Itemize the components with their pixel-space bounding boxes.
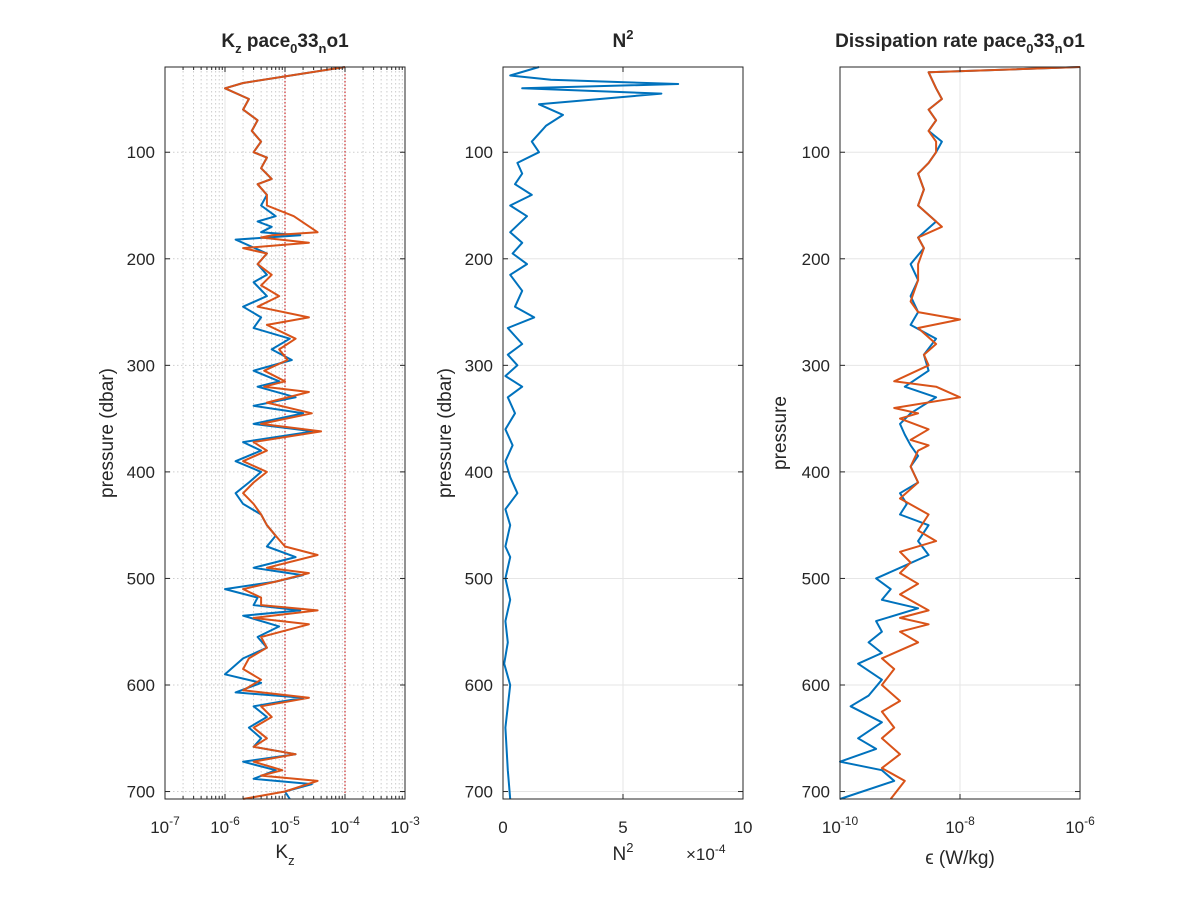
epsilon-xlabel: ϵ (W/kg): [925, 848, 995, 869]
y-tick-label: 200: [465, 250, 493, 269]
x-tick-label: 10-6: [210, 814, 240, 837]
y-tick-label: 300: [802, 356, 830, 375]
x-tick-label: 10-8: [945, 814, 975, 837]
epsilon-ticks: 100 200 300 400 500 600 700 10-10 10-8 10-6: [802, 67, 1095, 837]
y-tick-label: 300: [465, 356, 493, 375]
x-tick-label: 10-4: [330, 814, 360, 837]
y-tick-label: 500: [127, 569, 155, 588]
n2-title: N2: [613, 27, 634, 52]
n2-exponent-label: ×10-4: [686, 842, 726, 864]
epsilon-panel: 100 200 300 400 500 600 700 10-10 10-8 10-6 Dissi…: [770, 31, 1095, 869]
kz-ticks: 100 200 300 400 500 600 700 10-7 10-6 10-5 10-4 10-…: [127, 67, 420, 837]
x-tick-label: 10-5: [270, 814, 300, 837]
n2-xlabel: N2: [613, 840, 634, 865]
x-tick-label: 0: [498, 818, 507, 837]
y-tick-label: 500: [465, 569, 493, 588]
kz-series: [224, 66, 346, 800]
x-tick-label: 10: [734, 818, 753, 837]
kz-reference-lines: [284, 67, 346, 799]
epsilon-ylabel: pressure: [770, 396, 791, 470]
y-tick-label: 500: [802, 569, 830, 588]
n2-ticks: 100 200 300 400 500 600 700 0 5 10: [465, 67, 753, 837]
y-tick-label: 100: [465, 143, 493, 162]
y-tick-label: 400: [127, 463, 155, 482]
kz-ylabel: pressure (dbar): [97, 368, 118, 498]
y-tick-label: 100: [127, 143, 155, 162]
kz-title: Kz pace033no1: [221, 31, 349, 56]
series-line-blue: [503, 66, 680, 800]
y-tick-label: 700: [802, 783, 830, 802]
n2-panel: 100 200 300 400 500 600 700 0 5 10 N2 N2 ×10-4 pr…: [435, 27, 752, 865]
y-tick-label: 100: [802, 143, 830, 162]
x-tick-label: 5: [618, 818, 627, 837]
n2-ylabel: pressure (dbar): [435, 368, 456, 498]
y-tick-label: 600: [465, 676, 493, 695]
y-tick-label: 200: [127, 250, 155, 269]
x-tick-label: 10-6: [1065, 814, 1095, 837]
x-tick-label: 10-3: [390, 814, 420, 837]
y-tick-label: 600: [127, 676, 155, 695]
y-tick-label: 400: [465, 463, 493, 482]
kz-panel: 100 200 300 400 500 600 700 10-7 10-6 10-5 10-4 10-…: [97, 31, 420, 868]
series-line-orange: [224, 66, 346, 800]
y-tick-label: 400: [802, 463, 830, 482]
epsilon-title: Dissipation rate pace033no1: [835, 31, 1085, 56]
x-tick-label: 10-10: [822, 814, 859, 837]
series-line-orange: [880, 66, 1081, 800]
y-tick-label: 700: [127, 783, 155, 802]
x-tick-label: 10-7: [150, 814, 180, 837]
y-tick-label: 600: [802, 676, 830, 695]
epsilon-series: [839, 66, 1081, 800]
y-tick-label: 200: [802, 250, 830, 269]
n2-series: [503, 66, 680, 800]
kz-xlabel: Kz: [275, 842, 294, 868]
y-tick-label: 300: [127, 356, 155, 375]
y-tick-label: 700: [465, 783, 493, 802]
